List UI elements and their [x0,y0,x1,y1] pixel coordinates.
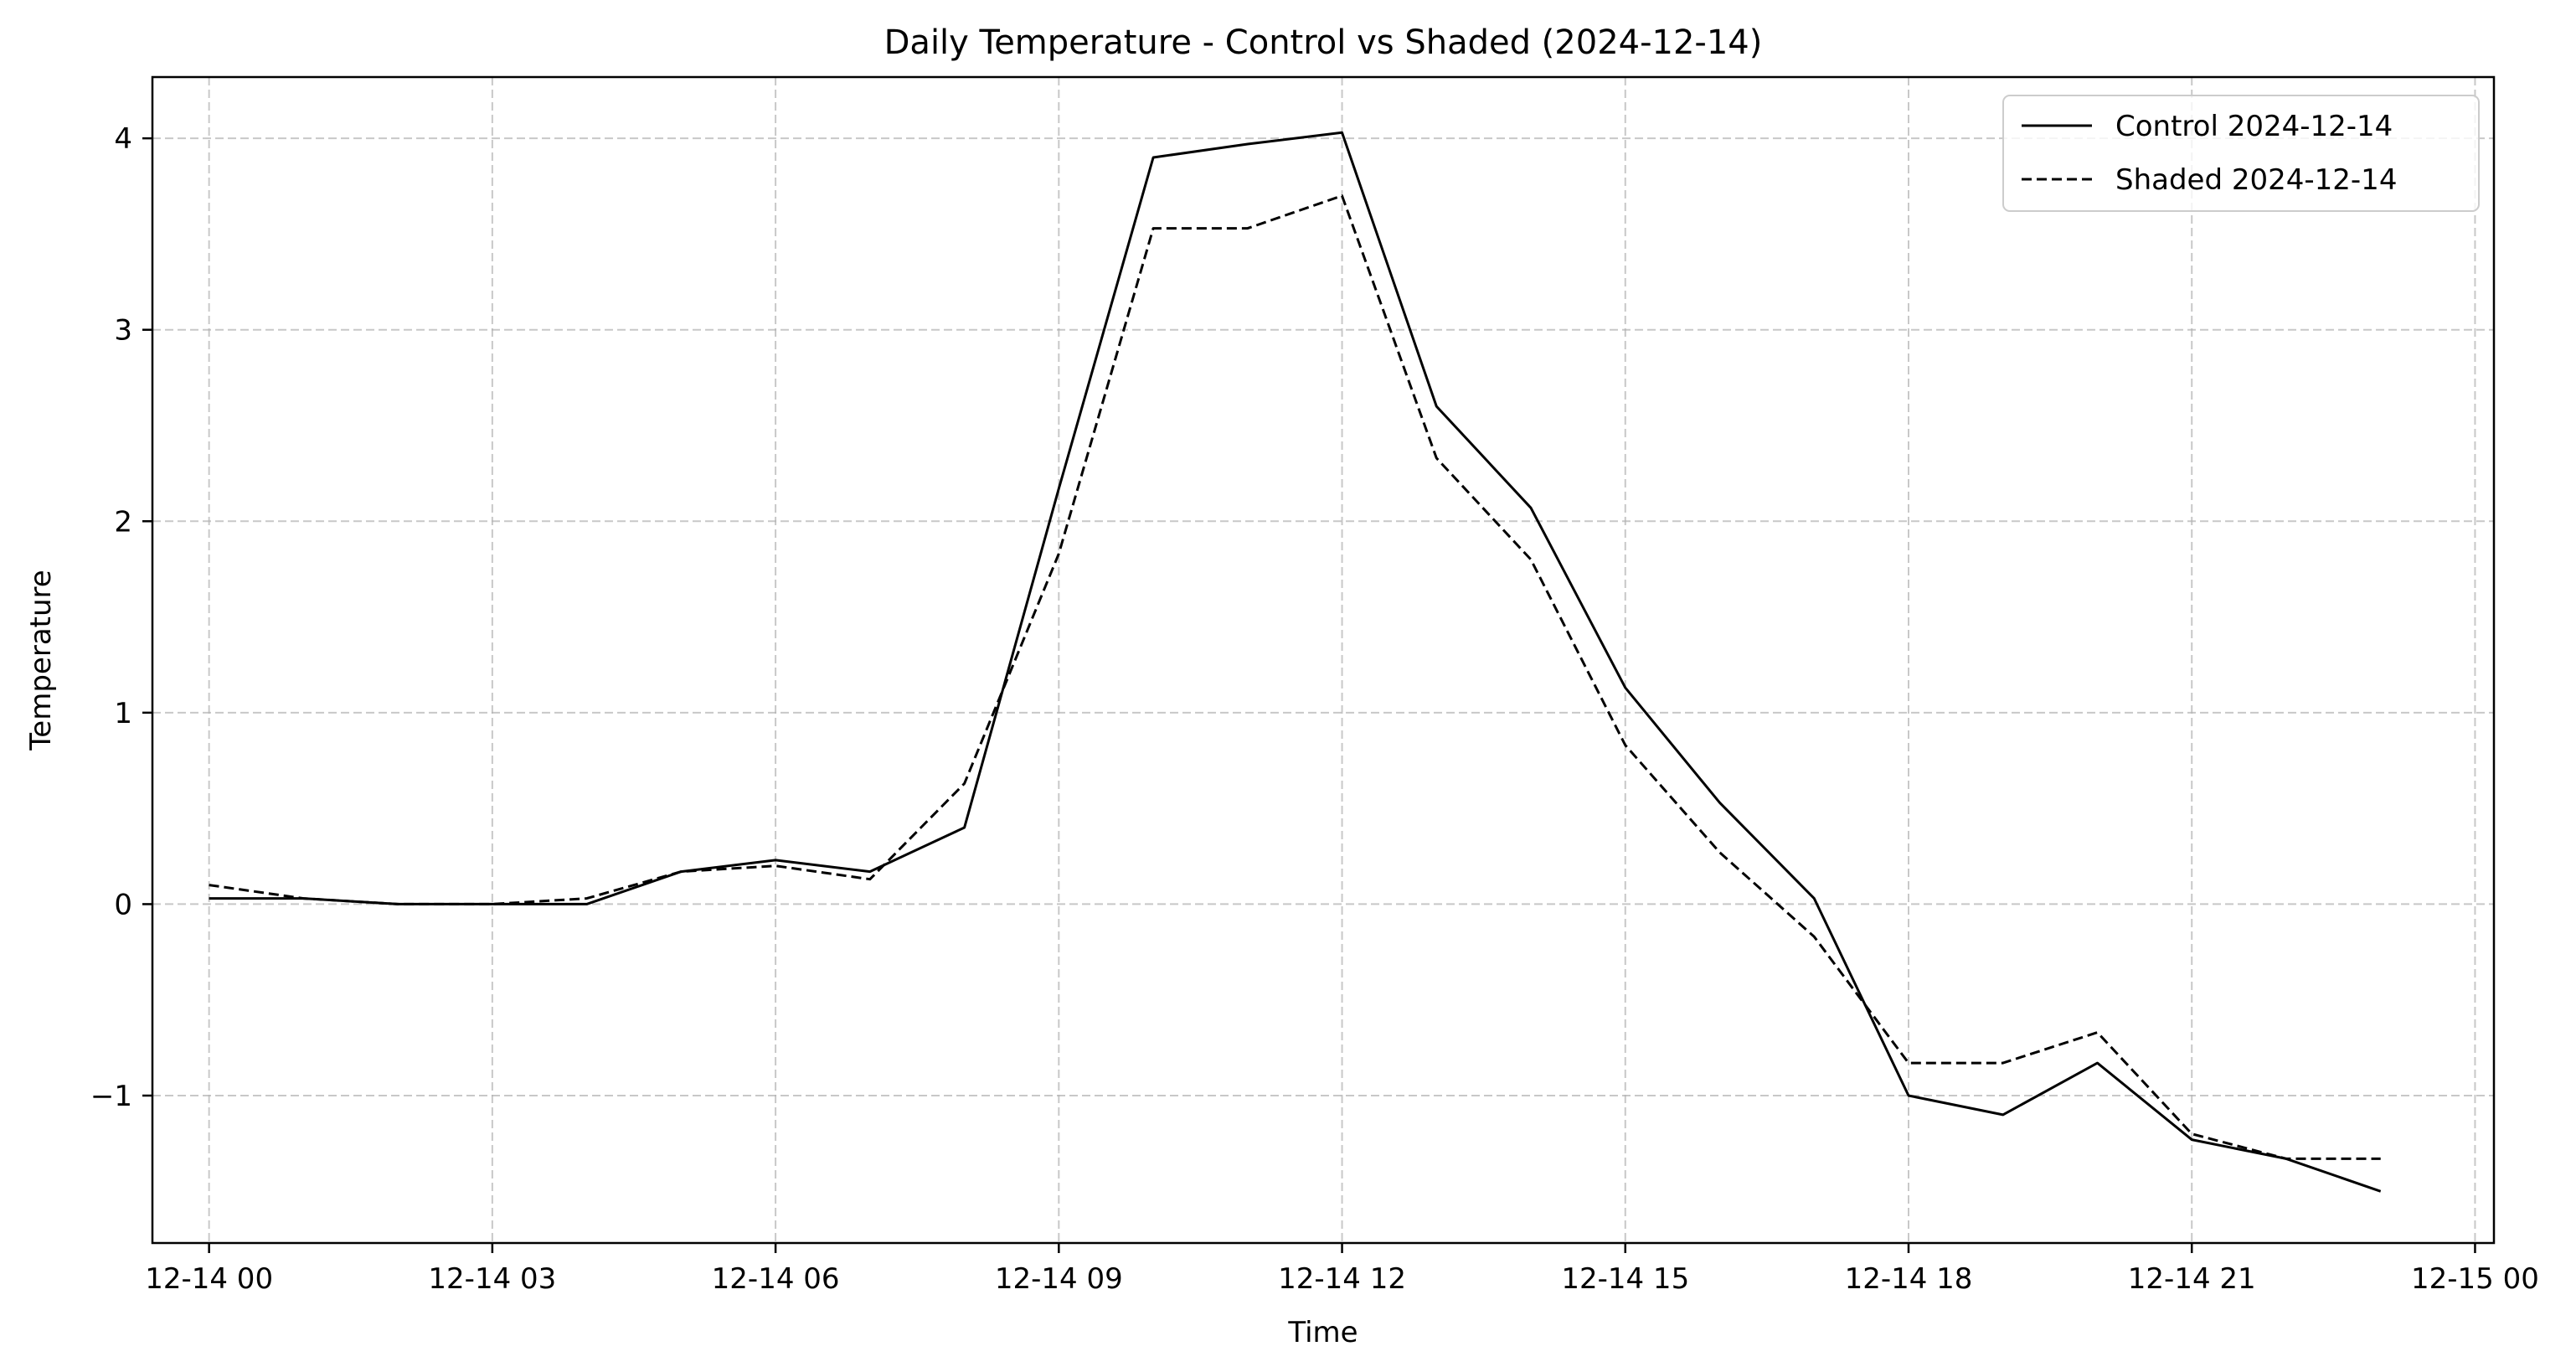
x-tick-label: 12-14 09 [995,1262,1123,1296]
plot-frame [151,75,2496,1245]
y-tick-label: 1 [114,697,132,730]
chart-title: Daily Temperature - Control vs Shaded (2… [884,23,1763,62]
x-tick-label: 12-14 06 [712,1262,840,1296]
y-tick-label: 3 [114,314,132,348]
y-tick-label: 0 [114,888,132,921]
y-tick-label: 4 [114,122,132,156]
series-line-control [209,131,2382,1193]
x-tick-label: 12-14 12 [1278,1262,1406,1296]
legend-label-shaded: Shaded 2024-12-14 [2115,163,2397,197]
x-axis-label: Time [1287,1316,1358,1349]
x-tick-label: 12-14 18 [1845,1262,1973,1296]
y-tick-label: −1 [90,1080,132,1113]
legend-box [2002,95,2480,212]
x-tick-label: 12-15 00 [2411,1262,2539,1296]
x-tick-label: 12-14 15 [1561,1262,1689,1296]
legend-label-control: Control 2024-12-14 [2115,110,2393,143]
y-axis-label: Temperature [24,570,58,750]
x-tick-label: 12-14 21 [2128,1262,2256,1296]
legend: Control 2024-12-14 Shaded 2024-12-14 [2002,95,2480,212]
x-tick-label: 12-14 00 [145,1262,273,1296]
series-line-shaded [209,194,2381,1160]
y-tick-label: 2 [114,505,132,539]
x-tick-label: 12-14 03 [428,1262,556,1296]
